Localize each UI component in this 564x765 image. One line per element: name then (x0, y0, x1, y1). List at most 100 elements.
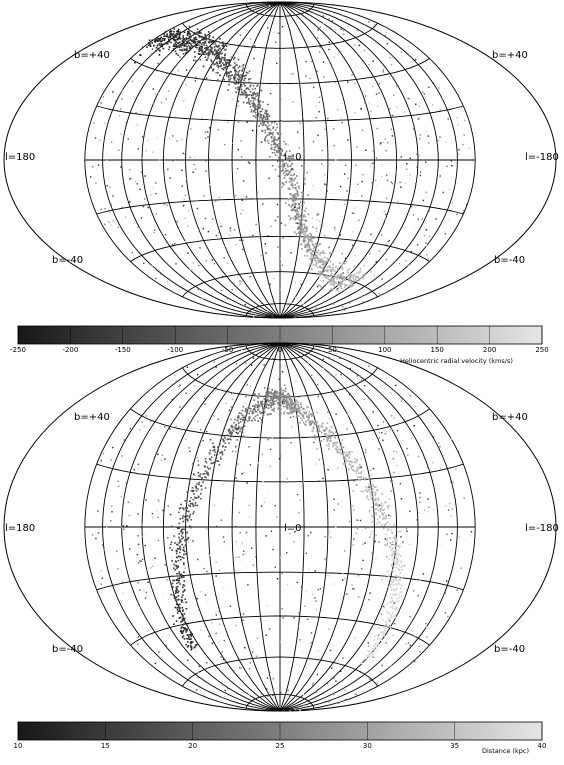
star-point (361, 129, 364, 131)
star-point (318, 459, 321, 461)
lat-label-top-right: b=+40 (492, 412, 528, 423)
star-point (176, 582, 178, 585)
star-point (310, 236, 312, 239)
star-point (327, 515, 329, 517)
star-point (91, 534, 94, 536)
colorbar-tick-label: 150 (431, 346, 444, 354)
star-point (324, 433, 327, 436)
star-point (336, 289, 338, 291)
star-point (189, 500, 191, 502)
star-point (352, 505, 354, 507)
star-point (324, 429, 327, 431)
star-point (323, 270, 325, 273)
star-point (262, 116, 265, 118)
star-point (204, 40, 206, 43)
star-point (112, 219, 114, 222)
star-point (270, 147, 273, 149)
star-point (219, 623, 221, 625)
star-point (321, 271, 324, 274)
star-point (154, 557, 156, 559)
star-point (361, 660, 364, 662)
star-point (303, 237, 305, 240)
star-point (335, 374, 337, 376)
colorbar-swatch (227, 326, 234, 344)
star-point (399, 579, 401, 581)
star-point (291, 204, 294, 207)
star-point (322, 422, 324, 425)
star-point (221, 452, 223, 454)
star-point (322, 260, 325, 262)
star-point (197, 495, 200, 498)
star-point (248, 416, 251, 418)
star-point (189, 36, 192, 39)
colorbar-swatch (337, 326, 344, 344)
star-point (326, 260, 329, 263)
star-point (243, 421, 246, 424)
star-point (281, 149, 284, 151)
star-point (216, 54, 218, 57)
star-point (137, 463, 140, 465)
star-point (188, 504, 190, 507)
star-point (257, 406, 259, 409)
colorbar-swatch (175, 722, 182, 740)
star-point (322, 61, 325, 63)
star-point (205, 37, 208, 39)
star-point (377, 509, 380, 512)
star-point (281, 182, 284, 184)
star-point (156, 44, 159, 47)
star-point (198, 40, 200, 42)
star-point (320, 286, 323, 288)
star-point (214, 451, 217, 454)
star-point (274, 168, 277, 171)
star-point (142, 205, 145, 208)
star-point (394, 171, 397, 174)
star-point (243, 416, 246, 419)
star-point (315, 410, 317, 412)
star-point (348, 302, 351, 304)
star-point (382, 509, 385, 511)
star-point (374, 540, 376, 543)
star-point (259, 100, 262, 102)
star-point (410, 67, 412, 69)
star-point (106, 159, 108, 162)
star-point (238, 80, 240, 82)
star-point (99, 551, 101, 553)
star-point (271, 133, 274, 136)
star-point (248, 94, 251, 96)
star-point (144, 198, 146, 200)
star-point (192, 171, 194, 173)
star-point (351, 451, 353, 453)
star-point (318, 51, 321, 53)
colorbar-swatch (342, 326, 349, 344)
star-point (215, 389, 217, 392)
star-point (333, 280, 336, 282)
star-point (266, 127, 269, 129)
star-point (356, 519, 358, 521)
star-point (423, 234, 426, 237)
star-point (219, 42, 222, 44)
colorbar-swatch (264, 722, 271, 740)
star-point (282, 389, 284, 392)
star-point (190, 646, 193, 648)
colorbar-swatch (342, 722, 349, 740)
star-point (178, 581, 180, 584)
star-point (324, 536, 326, 538)
star-point (312, 244, 314, 246)
star-point (377, 497, 379, 500)
colorbar-tick-label: 20 (188, 742, 197, 750)
star-point (192, 505, 195, 508)
star-point (243, 89, 246, 92)
star-point (185, 601, 188, 604)
star-point (281, 573, 283, 575)
colorbar-swatch (180, 326, 187, 344)
lat-label-top-left: b=+40 (74, 50, 110, 61)
star-point (290, 179, 292, 181)
star-point (268, 390, 270, 393)
star-point (267, 395, 270, 398)
colorbar-swatch (280, 722, 286, 740)
star-point (177, 591, 179, 594)
star-point (462, 144, 464, 146)
star-point (213, 54, 216, 56)
star-point (431, 572, 434, 574)
star-point (121, 89, 123, 92)
